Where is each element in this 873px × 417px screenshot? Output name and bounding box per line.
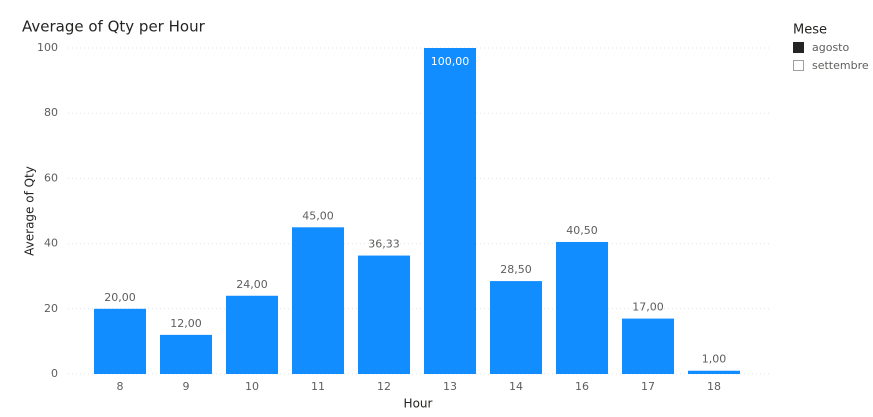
bar <box>160 334 212 374</box>
data-label: 40,50 <box>566 224 598 237</box>
bar <box>94 308 146 374</box>
x-tick-label: 18 <box>707 380 721 393</box>
y-tick-label: 80 <box>44 106 58 119</box>
x-tick-label: 9 <box>183 380 190 393</box>
bar <box>358 255 410 374</box>
bar <box>490 281 542 374</box>
data-label: 45,00 <box>302 209 334 222</box>
data-label: 20,00 <box>104 291 136 304</box>
data-label: 24,00 <box>236 278 268 291</box>
bar <box>556 241 608 374</box>
x-tick-label: 11 <box>311 380 325 393</box>
bar <box>622 318 674 374</box>
x-axis-title: Hour <box>404 397 433 411</box>
bar <box>688 370 740 374</box>
y-axis-title: Average of Qty <box>23 166 37 256</box>
data-label: 17,00 <box>632 301 664 314</box>
data-label: 1,00 <box>702 353 727 366</box>
x-tick-label: 10 <box>245 380 259 393</box>
data-label: 100,00 <box>431 55 470 68</box>
y-tick-label: 100 <box>37 41 58 54</box>
y-tick-label: 0 <box>51 367 58 380</box>
bar <box>226 295 278 374</box>
bar <box>424 48 476 374</box>
data-label: 36,33 <box>368 238 400 251</box>
y-tick-label: 60 <box>44 171 58 184</box>
x-tick-label: 12 <box>377 380 391 393</box>
data-label: 12,00 <box>170 317 202 330</box>
x-tick-label: 8 <box>117 380 124 393</box>
y-tick-label: 40 <box>44 237 58 250</box>
y-tick-label: 20 <box>44 302 58 315</box>
x-tick-label: 14 <box>509 380 523 393</box>
legend-title: Mese <box>793 23 827 38</box>
bar <box>292 227 344 374</box>
legend-swatch[interactable] <box>793 42 804 53</box>
data-label: 28,50 <box>500 263 532 276</box>
x-tick-label: 17 <box>641 380 655 393</box>
legend-label[interactable]: settembre <box>812 59 869 72</box>
legend-swatch[interactable] <box>793 60 804 71</box>
legend-label[interactable]: agosto <box>812 41 849 54</box>
chart-title: Average of Qty per Hour <box>22 18 206 36</box>
x-tick-label: 13 <box>443 380 457 393</box>
x-tick-label: 16 <box>575 380 589 393</box>
